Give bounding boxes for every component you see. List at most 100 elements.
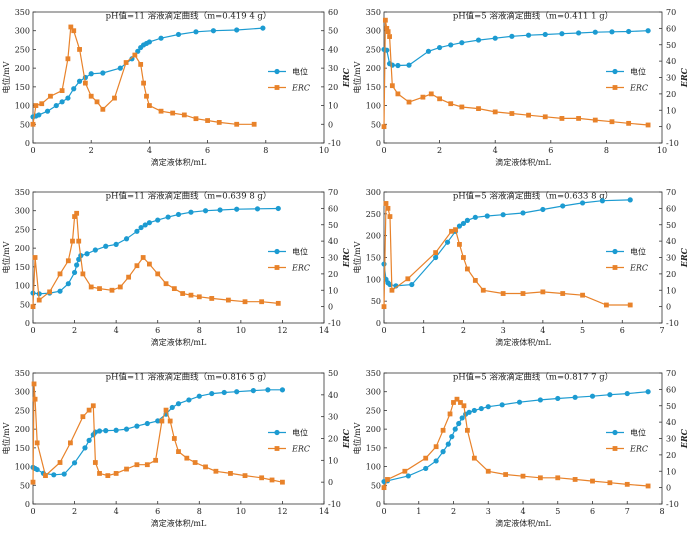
- x-tick-label: 10: [236, 507, 246, 516]
- y2-tick-label: 30: [666, 74, 676, 83]
- erc-point: [193, 116, 199, 122]
- x-tick-label: 6: [205, 146, 210, 155]
- x-tick-label: 1: [416, 507, 421, 516]
- erc-point: [225, 297, 231, 303]
- y2-tick-label: 30: [666, 254, 676, 263]
- erc-point: [123, 60, 129, 65]
- y-tick-label: 200: [366, 425, 381, 434]
- erc-point: [485, 468, 491, 474]
- legend-label-potential: 电位: [292, 428, 308, 438]
- y2-tick-label: 20: [666, 90, 676, 99]
- erc-point: [559, 116, 565, 121]
- erc-point: [383, 201, 389, 206]
- erc-point: [389, 83, 395, 89]
- erc-point: [259, 475, 265, 481]
- erc-point: [459, 104, 465, 110]
- erc-point: [33, 103, 39, 108]
- potential-point: [158, 35, 164, 41]
- erc-point: [242, 473, 248, 479]
- series-line-potential: [383, 199, 631, 287]
- potential-point: [123, 426, 130, 432]
- x-tick-label: 6: [155, 326, 160, 335]
- potential-point: [433, 458, 439, 464]
- erc-point: [454, 396, 460, 402]
- erc-point: [134, 263, 140, 269]
- series-line-potential: [383, 30, 649, 67]
- erc-point: [555, 475, 561, 481]
- potential-point: [456, 223, 463, 229]
- chart-title: pH值=5 溶液滴定曲线（m=0.817 7 g）: [453, 372, 613, 383]
- erc-point: [572, 477, 578, 482]
- potential-point: [609, 29, 615, 35]
- y-tick-label: 50: [20, 300, 30, 309]
- y2-tick-label: 40: [666, 237, 676, 246]
- y2-tick-label: 50: [666, 41, 676, 50]
- erc-point: [176, 449, 181, 454]
- erc-point: [126, 274, 132, 280]
- potential-point: [555, 395, 561, 402]
- y2-tick-label: 0: [328, 478, 333, 487]
- erc-point: [385, 205, 391, 211]
- erc-point: [76, 238, 82, 244]
- y2-tick-label: 70: [666, 188, 676, 197]
- y-tick-label: 300: [15, 207, 30, 216]
- erc-point: [97, 471, 102, 476]
- erc-point: [109, 287, 115, 293]
- x-tick-label: 3: [501, 326, 506, 335]
- legend-label-erc: ERC: [629, 84, 648, 93]
- potential-point: [592, 29, 598, 35]
- erc-point: [57, 271, 63, 277]
- erc-point: [90, 403, 96, 409]
- erc-point: [105, 473, 111, 479]
- potential-point: [405, 473, 411, 479]
- y2-tick-label: 10: [328, 102, 338, 111]
- potential-point: [492, 35, 498, 41]
- erc-point: [153, 457, 159, 463]
- erc-point: [626, 120, 632, 126]
- y2-tick-label: 20: [328, 83, 338, 92]
- legend-marker-erc: [274, 265, 280, 270]
- y2-tick-label: 40: [666, 57, 676, 66]
- erc-point: [203, 464, 208, 470]
- potential-point: [466, 409, 472, 415]
- erc-point: [526, 112, 531, 118]
- y2-tick-label: 10: [328, 286, 338, 295]
- erc-point: [147, 261, 152, 267]
- y-tick-label: 50: [371, 481, 381, 490]
- potential-point: [134, 423, 140, 429]
- potential-point: [135, 48, 141, 54]
- erc-point: [457, 242, 462, 247]
- potential-point: [169, 404, 175, 411]
- x-tick-label: 8: [263, 146, 268, 155]
- erc-point: [387, 34, 392, 39]
- x-tick-label: 10: [657, 146, 667, 155]
- y-tick-label: 150: [15, 444, 30, 453]
- erc-point: [163, 407, 169, 413]
- y-tick-label: 150: [366, 444, 381, 453]
- erc-point: [71, 28, 77, 34]
- x-axis-label: 滴定液体积/mL: [151, 157, 207, 167]
- y2-tick-label: 60: [328, 8, 338, 17]
- erc-point: [57, 460, 63, 465]
- y2-tick-label: 60: [328, 204, 338, 213]
- x-tick-label: 8: [197, 326, 202, 335]
- legend-label-erc: ERC: [291, 84, 310, 93]
- erc-point: [82, 80, 88, 86]
- y2-tick-label: 50: [666, 402, 676, 411]
- erc-point: [171, 436, 177, 441]
- erc-point: [500, 291, 506, 296]
- x-tick-label: 6: [620, 326, 625, 335]
- y-tick-label: 350: [366, 8, 381, 17]
- x-axis-label: 滴定液体积/mL: [151, 337, 207, 347]
- erc-point: [280, 479, 285, 485]
- y2-axis-label: ERC: [341, 428, 351, 449]
- x-tick-label: 6: [155, 507, 160, 516]
- erc-point: [251, 121, 257, 127]
- y-tick-label: 350: [15, 369, 30, 378]
- y2-tick-label: 0: [328, 303, 333, 312]
- potential-point: [579, 200, 586, 206]
- erc-point: [65, 56, 71, 62]
- erc-point: [86, 407, 92, 413]
- potential-point: [113, 427, 119, 433]
- erc-point: [184, 455, 190, 461]
